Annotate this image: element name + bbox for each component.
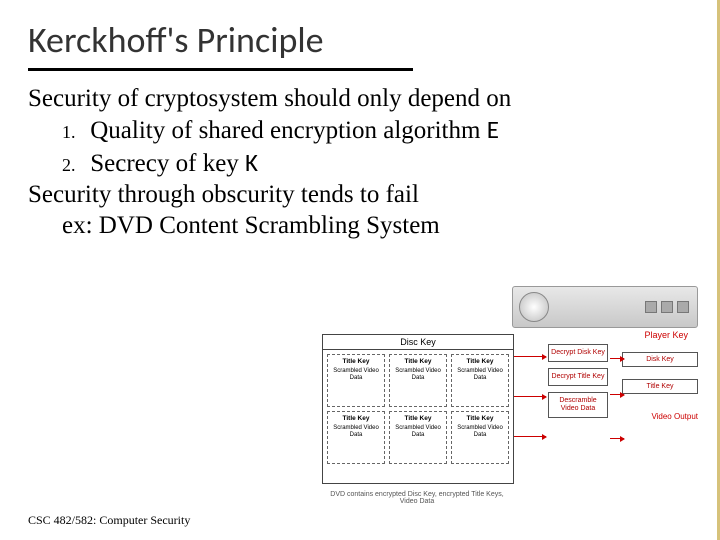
disc-cell: Title KeyScrambled Video Data bbox=[389, 411, 447, 464]
obscurity-line: Security through obscurity tends to fail bbox=[28, 179, 692, 210]
disc-caption: DVD contains encrypted Disc Key, encrypt… bbox=[322, 491, 512, 506]
disc-grid: Title KeyScrambled Video Data Title KeyS… bbox=[323, 350, 513, 468]
item-2-number: 2. bbox=[62, 154, 84, 177]
item-1-text: Quality of shared encryption algorithm bbox=[90, 117, 486, 144]
player-key-label: Player Key bbox=[644, 330, 688, 340]
list-item-2: 2. Secrecy of key K bbox=[62, 147, 692, 179]
list-item-1: 1. Quality of shared encryption algorith… bbox=[62, 114, 692, 146]
decrypt-title-key-box: Decrypt Title Key bbox=[548, 368, 608, 386]
output-column: Disk Key Title Key Video Output bbox=[622, 352, 698, 421]
descramble-box: Descramble Video Data bbox=[548, 392, 608, 418]
item-1-number: 1. bbox=[62, 121, 84, 144]
process-column: Decrypt Disk Key Decrypt Title Key Descr… bbox=[548, 344, 608, 418]
arrow bbox=[610, 358, 624, 359]
disc-cell: Title KeyScrambled Video Data bbox=[451, 411, 509, 464]
footer: CSC 482/582: Computer Security bbox=[28, 513, 190, 528]
disk-key-out: Disk Key bbox=[622, 352, 698, 367]
video-output-label: Video Output bbox=[622, 412, 698, 421]
body: Security of cryptosystem should only dep… bbox=[28, 83, 692, 241]
dvd-disc-icon bbox=[519, 292, 549, 322]
arrow bbox=[514, 436, 546, 437]
item-1-symbol: E bbox=[487, 114, 499, 145]
slide-title: Kerckhoff's Principle bbox=[28, 18, 692, 62]
premise-line: Security of cryptosystem should only dep… bbox=[28, 83, 692, 114]
title-key-out: Title Key bbox=[622, 379, 698, 394]
disc-cell: Title KeyScrambled Video Data bbox=[327, 354, 385, 407]
disc-cell: Title KeyScrambled Video Data bbox=[327, 411, 385, 464]
arrow bbox=[514, 356, 546, 357]
example-line: ex: DVD Content Scrambling System bbox=[62, 210, 692, 241]
disc-cell: Title KeyScrambled Video Data bbox=[451, 354, 509, 407]
disc-cell: Title KeyScrambled Video Data bbox=[389, 354, 447, 407]
arrow bbox=[514, 396, 546, 397]
dvd-buttons bbox=[645, 301, 689, 313]
item-2-text: Secrecy of key bbox=[90, 150, 245, 177]
slide: Kerckhoff's Principle Security of crypto… bbox=[0, 0, 720, 540]
dvd-player-icon bbox=[512, 286, 698, 328]
decrypt-disk-key-box: Decrypt Disk Key bbox=[548, 344, 608, 362]
item-2-symbol: K bbox=[245, 147, 258, 178]
arrow bbox=[610, 438, 624, 439]
arrow bbox=[610, 394, 624, 395]
disc-panel: Disc Key Title KeyScrambled Video Data T… bbox=[322, 334, 514, 484]
title-underline bbox=[28, 68, 413, 71]
css-diagram: Player Key Disc Key Title KeyScrambled V… bbox=[318, 286, 698, 506]
disc-key-title: Disc Key bbox=[323, 335, 513, 350]
